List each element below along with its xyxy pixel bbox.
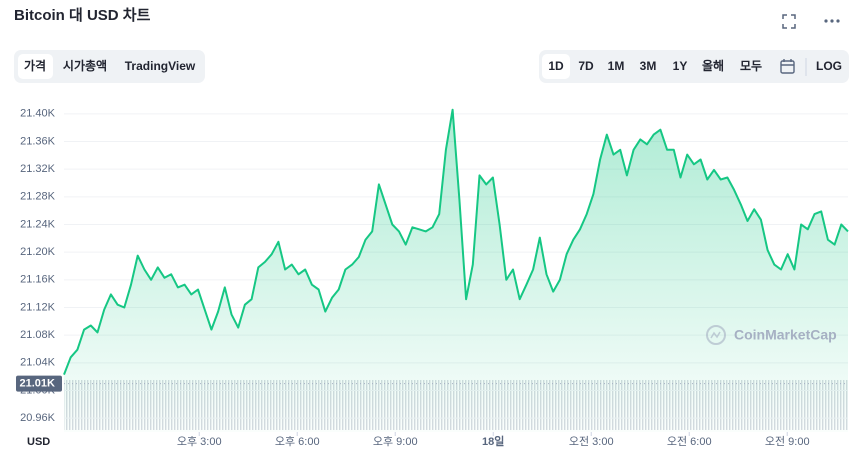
y-tick-label: 21.04K [20, 357, 56, 369]
tab[interactable]: 가격 [24, 58, 46, 73]
y-tick-label: 21.20K [20, 246, 56, 258]
more-icon[interactable] [824, 19, 840, 23]
x-tick-label: 18일 [482, 434, 504, 448]
range-button[interactable]: 모두 [740, 59, 762, 73]
y-tick-label: 21.40K [20, 108, 56, 120]
line [63, 108, 849, 375]
y-tick-label: 20.96K [20, 412, 56, 424]
range-selected [542, 54, 570, 79]
tab-selected [18, 54, 53, 79]
x-tick-label: 오후 6:00 [275, 435, 320, 448]
reference-label-bg [16, 375, 62, 392]
y-tick-label: 21.24K [20, 218, 56, 230]
x-tick-label: 오전 9:00 [765, 435, 810, 448]
x-tick-label: 오전 3:00 [569, 435, 614, 448]
axis-unit: USD [27, 436, 50, 448]
tab[interactable]: TradingView [125, 59, 196, 73]
title: Bitcoin 대 USD 차트 [14, 7, 151, 24]
x-tick-label: 오후 3:00 [177, 435, 222, 448]
y-tick-label: 21.16K [20, 274, 56, 286]
y-tick-label: 21.32K [20, 163, 56, 175]
watermark-text: CoinMarketCap [734, 327, 837, 343]
tab[interactable]: 시가총액 [63, 58, 107, 73]
tab-group [14, 50, 205, 83]
y-tick-label: 21.28K [20, 191, 56, 203]
range-button[interactable]: 올해 [702, 59, 724, 73]
range-button[interactable]: 1Y [673, 59, 688, 73]
range-button[interactable]: 3M [640, 59, 657, 73]
y-tick-label: 21.12K [20, 301, 56, 313]
range-group [539, 50, 849, 83]
range-button[interactable]: 7D [578, 59, 594, 73]
area [64, 109, 848, 432]
reference-label: 21.01K [20, 377, 56, 389]
range-button[interactable]: 1D [548, 59, 564, 73]
fullscreen-icon[interactable] [782, 14, 796, 29]
watermark [706, 325, 726, 345]
x-tick-label: 오후 9:00 [373, 435, 418, 448]
range-button[interactable]: LOG [816, 59, 842, 73]
range-button[interactable]: 1M [608, 59, 625, 73]
calendar-icon[interactable] [780, 59, 795, 74]
y-tick-label: 21.08K [20, 329, 56, 341]
x-tick-label: 오전 6:00 [667, 435, 712, 448]
y-tick-label: 21.36K [20, 135, 56, 147]
